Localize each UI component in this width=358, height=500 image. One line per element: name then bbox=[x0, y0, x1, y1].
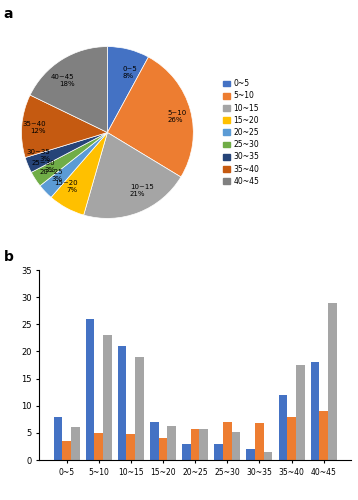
Bar bbox=[311, 362, 319, 460]
Text: a: a bbox=[4, 8, 13, 22]
Wedge shape bbox=[40, 132, 107, 198]
Bar bbox=[118, 346, 126, 460]
Bar bbox=[159, 438, 167, 460]
Wedge shape bbox=[25, 132, 107, 172]
Bar bbox=[255, 423, 264, 460]
Bar bbox=[191, 429, 199, 460]
Legend: 0~5, 5~10, 10~15, 15~20, 20~25, 25~30, 30~35, 35~40, 40~45: 0~5, 5~10, 10~15, 15~20, 20~25, 25~30, 3… bbox=[223, 79, 260, 186]
Bar bbox=[86, 319, 95, 460]
Bar bbox=[319, 411, 328, 460]
Bar bbox=[214, 444, 223, 460]
Bar bbox=[150, 422, 159, 460]
Bar bbox=[54, 416, 62, 460]
Text: 30~35
3%: 30~35 3% bbox=[26, 150, 50, 162]
Text: 35~40
12%: 35~40 12% bbox=[22, 121, 46, 134]
Bar bbox=[103, 335, 112, 460]
Text: 25~30
3%: 25~30 3% bbox=[32, 160, 55, 172]
Bar bbox=[62, 441, 71, 460]
Wedge shape bbox=[107, 46, 149, 132]
Bar bbox=[167, 426, 176, 460]
Text: 15~20
7%: 15~20 7% bbox=[54, 180, 78, 194]
Text: 0~5
8%: 0~5 8% bbox=[123, 66, 137, 79]
Bar bbox=[232, 432, 240, 460]
Bar bbox=[95, 433, 103, 460]
Bar bbox=[264, 452, 272, 460]
Text: 10~15
21%: 10~15 21% bbox=[130, 184, 154, 196]
Text: 20~25
3%: 20~25 3% bbox=[39, 168, 63, 181]
Bar bbox=[182, 444, 191, 460]
Wedge shape bbox=[51, 132, 107, 215]
Text: b: b bbox=[4, 250, 14, 264]
Wedge shape bbox=[21, 95, 107, 158]
Wedge shape bbox=[107, 57, 193, 177]
Wedge shape bbox=[30, 46, 107, 132]
Bar bbox=[287, 416, 296, 460]
Bar bbox=[246, 449, 255, 460]
Bar bbox=[223, 422, 232, 460]
Text: 5~10
26%: 5~10 26% bbox=[167, 110, 187, 123]
Wedge shape bbox=[84, 132, 181, 218]
Bar bbox=[328, 302, 337, 460]
Bar bbox=[279, 395, 287, 460]
Bar bbox=[126, 434, 135, 460]
Bar bbox=[199, 429, 208, 460]
Bar bbox=[135, 357, 144, 460]
Wedge shape bbox=[31, 132, 107, 186]
Bar bbox=[71, 428, 79, 460]
Text: 40~45
18%: 40~45 18% bbox=[51, 74, 74, 86]
Bar bbox=[296, 365, 305, 460]
